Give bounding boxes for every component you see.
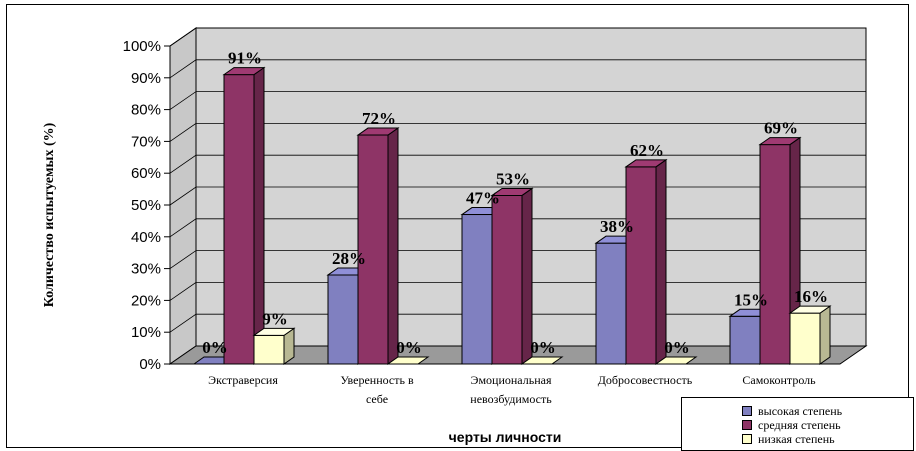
- bar-front: [759, 144, 791, 365]
- bar: [490, 187, 534, 365]
- data-label: 0%: [202, 338, 228, 357]
- data-label: 0%: [530, 338, 556, 357]
- gridline: [169, 27, 866, 47]
- bar-front: [789, 312, 821, 365]
- legend-item: средняя степень: [742, 418, 841, 432]
- y-tick-labels: 0% 10% 20% 30% 40% 50% 60% 70% 80% 90% 100%: [123, 38, 161, 373]
- x-category-label: Экстраверсия: [208, 373, 278, 387]
- legend-item: высокая степень: [742, 404, 842, 418]
- legend-swatch: [742, 420, 752, 430]
- y-tick-label: 90%: [131, 70, 161, 87]
- y-tick-label: 40%: [131, 229, 161, 246]
- data-labels: 0% 91% 9% 28% 72% 0% 47%53% 0% 38% 62% 0% 15% 69% 16%: [202, 49, 828, 357]
- bar-front: [595, 242, 627, 365]
- gridline: [169, 154, 866, 174]
- legend-label: средняя степень: [758, 417, 841, 432]
- legend: высокая степень средняя степень низкая сте…: [681, 397, 914, 451]
- bar-front: [327, 274, 359, 365]
- bar-side: [387, 127, 399, 365]
- data-label: 0%: [664, 338, 690, 357]
- y-axis-title: Количество испытуемых (%): [42, 122, 57, 307]
- bar-front: [461, 214, 493, 365]
- bar-side: [655, 158, 667, 365]
- bar-side: [819, 305, 831, 365]
- data-label: 62%: [630, 141, 664, 160]
- legend-label: высокая степень: [758, 403, 843, 418]
- bars: [192, 66, 832, 365]
- bar-front: [223, 74, 255, 365]
- y-tick-label: 0%: [139, 356, 161, 373]
- data-label: 9%: [262, 309, 288, 328]
- y-tick-label: 20%: [131, 292, 161, 309]
- legend-swatch: [742, 434, 752, 444]
- bar: [252, 327, 296, 365]
- bar: [356, 127, 400, 365]
- y-tick-label: 70%: [131, 133, 161, 150]
- bar-top: [624, 159, 668, 168]
- data-label: 69%: [764, 119, 798, 138]
- bar: [624, 158, 668, 365]
- x-category-label: себе: [366, 392, 388, 406]
- data-label: 0%: [396, 338, 422, 357]
- x-axis-title: черты личности: [449, 429, 562, 445]
- bar-top: [788, 305, 832, 314]
- legend-item: низкая степень: [742, 432, 835, 446]
- y-tick-label: 100%: [123, 38, 161, 55]
- bar-top: [758, 137, 802, 146]
- data-label: 38%: [600, 217, 634, 236]
- x-category-labels: Экстраверсия Уверенность в себе Эмоциональн…: [208, 373, 816, 406]
- bar-zero-cap: [386, 356, 430, 365]
- data-label: 16%: [794, 287, 828, 306]
- y-tick-label: 50%: [131, 197, 161, 214]
- y-tick-label: 80%: [131, 102, 161, 119]
- bar-top: [356, 127, 400, 136]
- data-label: 28%: [332, 249, 366, 268]
- bar: [386, 356, 430, 365]
- bar-front: [357, 134, 389, 365]
- bar-front: [625, 166, 657, 365]
- x-category-label: невозбудимость: [470, 392, 552, 406]
- bar-front: [253, 334, 285, 365]
- gridline: [169, 91, 866, 110]
- bar: [222, 66, 266, 365]
- x-category-label: Самоконтроль: [742, 373, 816, 387]
- bar-zero-cap: [654, 356, 698, 365]
- bar: [788, 305, 832, 365]
- y-tick-label: 10%: [131, 324, 161, 341]
- bar-front: [491, 194, 523, 365]
- data-label: 53%: [496, 169, 530, 188]
- x-category-label: Добросовестность: [598, 373, 693, 387]
- bar-top: [252, 327, 296, 336]
- legend-label: низкая степень: [758, 431, 835, 446]
- bar-top: [490, 187, 534, 196]
- gridline: [169, 59, 866, 79]
- data-label: 15%: [734, 290, 768, 309]
- bar-top: [222, 67, 266, 76]
- bar-zero-cap: [520, 356, 564, 365]
- y-tick-label: 60%: [131, 165, 161, 182]
- bar: [758, 136, 802, 365]
- data-label: 91%: [228, 49, 262, 68]
- x-category-label: Эмоциональная: [471, 373, 552, 387]
- bar-front: [729, 315, 761, 365]
- x-category-label: Уверенность в: [340, 373, 414, 387]
- data-label: 47%: [466, 189, 500, 208]
- data-label: 72%: [362, 109, 396, 128]
- gridline: [169, 123, 866, 142]
- bar: [520, 356, 564, 365]
- legend-swatch: [742, 406, 752, 416]
- y-tick-label: 30%: [131, 261, 161, 278]
- bar: [654, 356, 698, 365]
